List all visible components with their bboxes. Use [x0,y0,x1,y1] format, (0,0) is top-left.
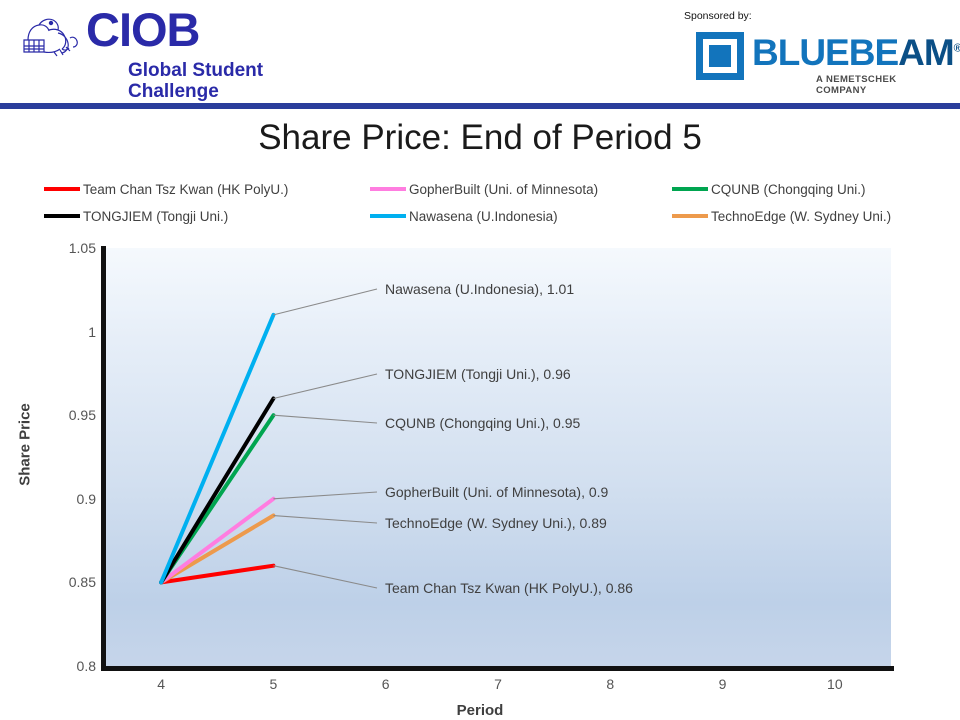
data-point-label: TechnoEdge (W. Sydney Uni.), 0.89 [385,515,607,531]
bluebeam-trademark: ® [953,42,960,55]
bluebeam-wordmark-part2: AM [898,32,955,73]
series-line [159,396,276,585]
header-divider [0,103,960,109]
ciob-lion-crest-icon [23,18,78,57]
bluebeam-wordmark: BLUEBEAM® [752,34,960,71]
data-point-label: TONGJIEM (Tongji Uni.), 0.96 [385,366,571,382]
sponsor-block: Sponsored by: BLUEBEAM® A NEMETSCHEK COM… [680,8,960,98]
x-axis-line [101,666,894,671]
chart-legend: Team Chan Tsz Kwan (HK PolyU.) GopherBuil… [44,178,924,230]
data-point-label: Nawasena (U.Indonesia), 1.01 [385,281,575,297]
legend-item[interactable]: Nawasena (U.Indonesia) [370,205,558,227]
bluebeam-wordmark-part1: BLUEBE [752,32,899,73]
data-label-leader-line [273,491,378,500]
legend-item[interactable]: GopherBuilt (Uni. of Minnesota) [370,178,598,200]
legend-color-swatch [370,214,406,218]
ciob-tagline-line2: Challenge [128,81,219,103]
y-axis-tick-label: 0.95 [68,407,96,424]
series-lines-layer [159,288,378,589]
data-point-label: Team Chan Tsz Kwan (HK PolyU.), 0.86 [385,580,633,596]
legend-color-swatch [672,187,708,191]
x-axis-tick-label: 10 [827,676,843,692]
legend-label: GopherBuilt (Uni. of Minnesota) [409,181,599,197]
ciob-tagline-line1: Global Student [128,60,264,81]
x-axis-tick-label: 7 [494,676,502,692]
data-point-label: CQUNB (Chongqing Uni.), 0.95 [385,415,581,431]
sponsored-by-label: Sponsored by: [684,10,752,22]
bluebeam-logo: BLUEBEAM® A NEMETSCHEK COMPANY [696,30,960,96]
data-point-label: GopherBuilt (Uni. of Minnesota), 0.9 [385,484,609,500]
ciob-wordmark: CIOB [86,3,200,56]
legend-row: Team Chan Tsz Kwan (HK PolyU.) GopherBuil… [44,178,924,200]
x-axis-title: Period [456,702,504,719]
legend-color-swatch [44,187,80,191]
y-axis-tick-label: 0.9 [76,490,96,507]
data-label-leader-line [273,288,378,316]
chart-title: Share Price: End of Period 5 [258,118,702,157]
ciob-tagline: Global Student Challenge [128,60,263,103]
data-label-leader-line [273,565,378,589]
bluebeam-subtitle: A NEMETSCHEK COMPANY [816,74,897,96]
x-axis-tick-label: 8 [606,676,615,692]
legend-color-swatch [672,214,708,218]
series-line [159,496,276,585]
legend-item[interactable]: TechnoEdge (W. Sydney Uni.) [672,205,891,227]
legend-label: TONGJIEM (Tongji Uni.) [83,208,229,224]
y-axis-line [101,246,106,670]
y-axis-tick-label: 0.8 [76,658,96,674]
y-axis-ticks: 0.8 0.85 0.9 0.95 1 1.05 [30,236,96,676]
y-axis-tick-label: 1 [88,323,96,340]
chart-plot-wrapper: 0.8 0.85 0.9 0.95 1 1.05 Share Price 4 5 6 7 8 9 10… [0,236,960,720]
legend-item[interactable]: TONGJIEM (Tongji Uni.) [44,205,228,227]
legend-item[interactable]: Team Chan Tsz Kwan (HK PolyU.) [44,178,288,200]
legend-item[interactable]: CQUNB (Chongqing Uni.) [672,178,866,200]
legend-label: TechnoEdge (W. Sydney Uni.) [711,208,892,224]
legend-color-swatch [370,187,406,191]
ciob-logo: CIOB Global Student Challenge [18,6,288,102]
series-line [159,513,276,585]
legend-label: Team Chan Tsz Kwan (HK PolyU.) [83,181,289,197]
data-label-leader-line [273,414,378,424]
legend-label: CQUNB (Chongqing Uni.) [711,181,866,197]
legend-color-swatch [44,214,80,218]
x-axis-tick-label: 4 [157,676,166,692]
x-axis-tick-label: 9 [718,676,727,692]
y-axis-tick-label: 1.05 [68,240,96,256]
series-line [159,563,276,585]
legend-row: TONGJIEM (Tongji Uni.) Nawasena (U.Indone… [44,205,924,227]
x-axis-tick-label: 6 [381,676,390,692]
bluebeam-square-icon [696,32,744,80]
legend-label: Nawasena (U.Indonesia) [409,208,558,224]
y-axis-tick-label: 0.85 [68,574,96,591]
series-line [159,312,276,585]
slide-header: CIOB Global Student Challenge Sponsored … [0,0,960,110]
data-label-leader-line [273,373,378,400]
x-axis-tick-label: 5 [269,676,278,692]
data-label-leader-line [273,514,378,524]
